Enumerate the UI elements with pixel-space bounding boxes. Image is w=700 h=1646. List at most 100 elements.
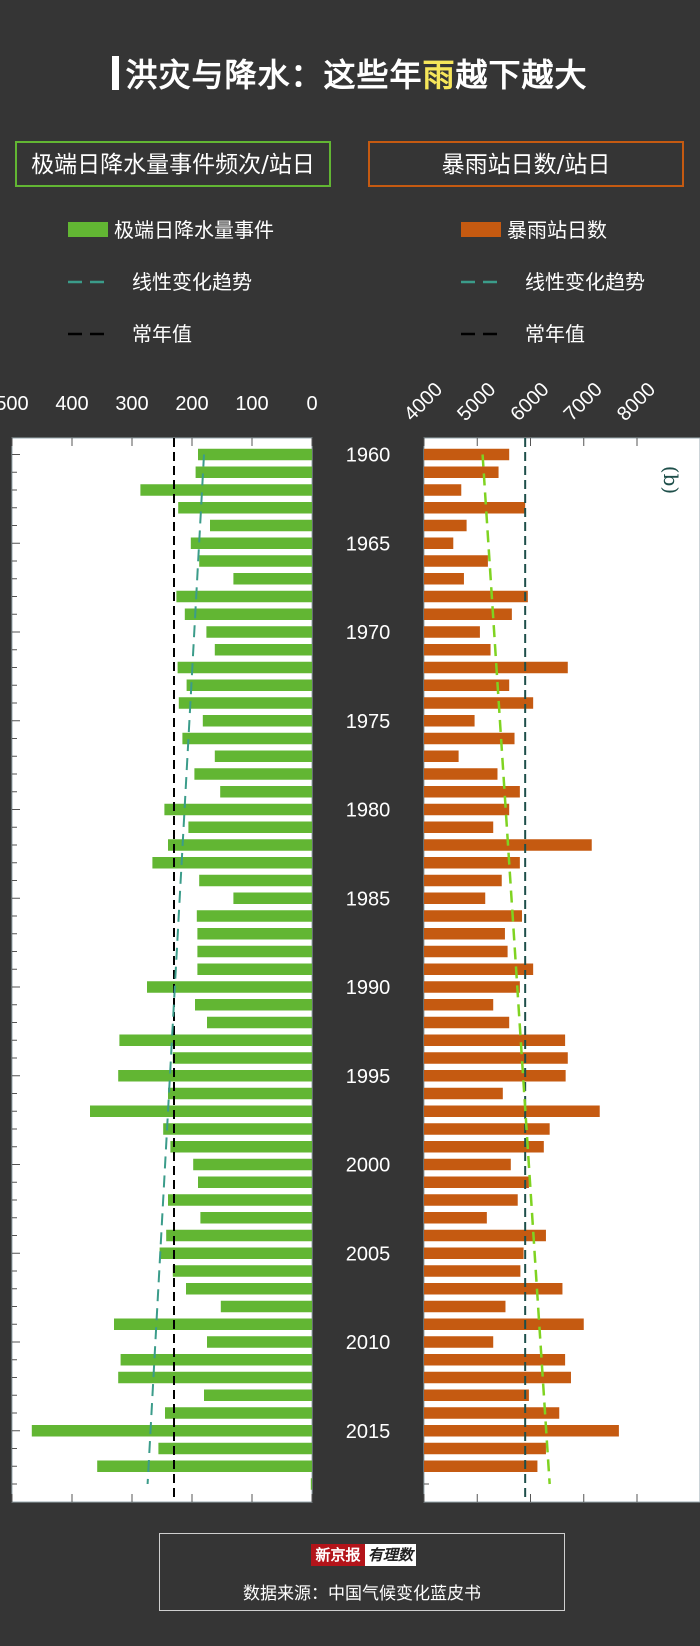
data-source: 数据来源：中国气候变化蓝皮书 (243, 1584, 481, 1604)
left-bar (186, 1283, 312, 1295)
left-bar (118, 1070, 312, 1082)
legend-left-normal: 常年值 (68, 322, 308, 346)
left-bar (164, 803, 312, 816)
right-bar (424, 644, 491, 656)
year-label: 1965 (346, 533, 391, 555)
left-bar (178, 697, 312, 709)
right-bar (424, 555, 488, 567)
year-label: 2010 (346, 1332, 391, 1354)
chart: 500 400 300 200 100 0 4000 5000 6000 7000 8000 1960… (0, 380, 700, 1503)
left-bar (233, 892, 312, 904)
left-bar (188, 821, 312, 833)
left-bar (195, 466, 312, 478)
left-bar (182, 732, 312, 745)
year-label: 1975 (346, 711, 391, 733)
right-bar (424, 750, 459, 762)
left-bar (168, 1194, 312, 1206)
right-bar (424, 626, 480, 638)
left-bar (90, 1105, 312, 1117)
left-bar (170, 1141, 312, 1153)
right-x-tick-label: 7000 (560, 380, 607, 426)
logo-left-text: 新京报 (311, 1544, 365, 1566)
right-x-tick-label: 8000 (613, 380, 660, 426)
right-bar (424, 1123, 550, 1135)
title-marker (112, 56, 120, 90)
left-bar (159, 1247, 312, 1259)
right-bar (424, 999, 494, 1011)
left-bar (31, 1425, 313, 1437)
left-bar (140, 484, 312, 496)
left-bar (198, 1176, 312, 1188)
right-bar (424, 1442, 546, 1455)
left-bar (199, 874, 312, 887)
left-x-tick-label: 500 (0, 393, 29, 415)
legend-left-bar: 极端日降水量事件 (68, 218, 308, 242)
title-suffix: 越下越大 (455, 56, 588, 94)
legend-right-trend: 线性变化趋势 (461, 270, 681, 294)
year-label: 1990 (346, 977, 391, 999)
right-x-tick-label: 4000 (400, 380, 447, 426)
right-bar (424, 679, 510, 691)
right-bar (424, 1336, 494, 1348)
legend-left-trend: 线性变化趋势 (68, 270, 308, 294)
left-bar (190, 537, 312, 549)
left-bar (197, 963, 312, 975)
legend-label: 常年值 (525, 322, 585, 346)
left-bar (176, 590, 312, 603)
year-label: 2005 (346, 1243, 391, 1265)
right-bar (424, 1247, 524, 1259)
left-bar (310, 1478, 312, 1490)
right-bar (424, 715, 475, 727)
right-bar (424, 803, 510, 816)
year-label: 1985 (346, 888, 391, 910)
left-x-tick-label: 400 (55, 393, 88, 415)
legend-label: 线性变化趋势 (132, 270, 252, 294)
right-bar (424, 821, 494, 833)
right-bar (424, 928, 505, 940)
right-bar (424, 857, 520, 869)
right-bar (424, 963, 534, 975)
left-bar (166, 1229, 312, 1242)
left-x-tick-label: 100 (235, 393, 268, 415)
left-x-tick-label: 300 (115, 393, 148, 415)
right-x-tick-label: 5000 (453, 380, 500, 426)
left-bar (172, 1265, 312, 1277)
left-panel-title: 极端日降水量事件频次/站日 (15, 141, 331, 187)
right-bar (424, 484, 462, 496)
legend-right-bar: 暴雨站日数 (461, 218, 681, 242)
right-bar (424, 1212, 487, 1224)
right-bar (424, 1052, 568, 1064)
year-label: 1995 (346, 1066, 391, 1088)
legend-normal-swatch (461, 332, 503, 336)
left-bar (199, 555, 312, 567)
legend-bar-swatch (68, 222, 108, 237)
right-bar (424, 732, 515, 745)
left-bar (206, 626, 312, 638)
right-bar (424, 608, 512, 620)
title-text: 洪灾与降水：这些年雨越下越大 (125, 56, 587, 94)
right-bar (424, 1087, 503, 1100)
legend-label: 极端日降水量事件 (114, 218, 274, 242)
right-bar (424, 981, 520, 993)
left-bar (168, 1087, 312, 1100)
left-bar (214, 644, 312, 656)
right-panel-title: 暴雨站日数/站日 (368, 141, 684, 187)
legend-label: 常年值 (132, 322, 192, 346)
right-bar (424, 1425, 619, 1437)
right-bar (424, 874, 502, 887)
right-bar (424, 1194, 518, 1206)
right-bar (424, 1460, 538, 1472)
right-bar (424, 1389, 529, 1401)
left-bar (200, 1212, 312, 1224)
left-bar (158, 1442, 312, 1455)
right-bar (424, 1354, 566, 1366)
year-label: 2015 (346, 1421, 391, 1443)
left-bar (197, 928, 312, 940)
footer: 新京报 有理数 数据来源：中国气候变化蓝皮书 (159, 1533, 565, 1611)
right-bar (424, 1158, 511, 1171)
right-bar (424, 1229, 546, 1242)
legend-bar-swatch (461, 222, 501, 237)
brand-logo: 新京报 有理数 (311, 1544, 416, 1566)
right-bar (424, 1141, 544, 1153)
panel-tag: (b) (659, 466, 683, 494)
